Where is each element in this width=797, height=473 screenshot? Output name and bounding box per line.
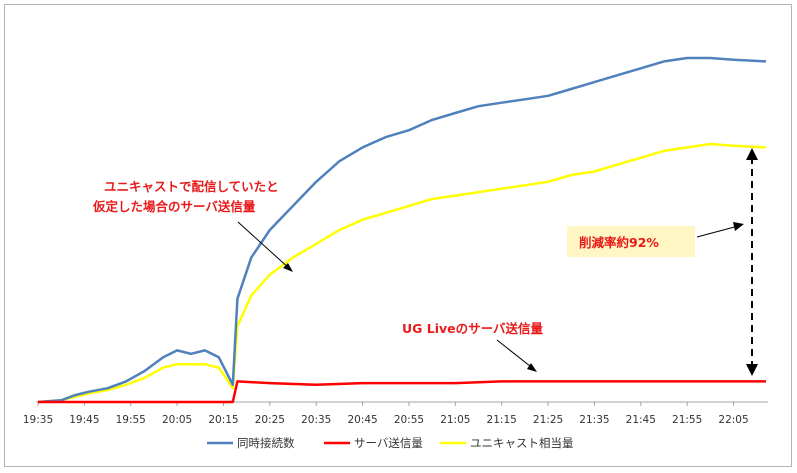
series-line-unicast xyxy=(37,142,767,404)
x-axis-ticks: 19:35 19:45 19:55 20:05 20:15 20:25 20:35 20:45… xyxy=(23,402,749,426)
x-tick-label: 20:55 xyxy=(394,414,424,426)
reduction-pointer-arrowhead-icon xyxy=(733,222,744,231)
unicast-annotation-arrow xyxy=(237,221,292,271)
series-layer xyxy=(37,56,767,404)
reduction-callout-label: 削減率約92% xyxy=(579,235,659,250)
x-tick-label: 21:05 xyxy=(440,414,470,426)
unicast-arrowhead-icon xyxy=(283,263,293,272)
legend-label-concurrent: 同時接続数 xyxy=(237,436,295,450)
x-tick-label: 19:35 xyxy=(23,414,53,426)
legend: 同時接続数 サーバ送信量 ユニキャスト相当量 xyxy=(207,436,574,450)
unicast-annotation-line2: 仮定した場合のサーバ送信量 xyxy=(92,199,256,214)
legend-label-unicast: ユニキャスト相当量 xyxy=(470,436,574,450)
x-tick-label: 19:45 xyxy=(69,414,99,426)
x-tick-label: 20:15 xyxy=(208,414,238,426)
unicast-annotation-line1: ユニキャストで配信していたと xyxy=(104,179,279,194)
uglive-annotation-arrow xyxy=(496,339,536,371)
x-tick-label: 21:45 xyxy=(626,414,656,426)
x-tick-label: 20:45 xyxy=(347,414,377,426)
legend-label-server: サーバ送信量 xyxy=(354,436,423,450)
x-tick-label: 21:15 xyxy=(487,414,517,426)
series-line-server xyxy=(38,380,766,404)
x-tick-label: 19:55 xyxy=(116,414,146,426)
x-tick-label: 21:35 xyxy=(579,414,609,426)
x-tick-label: 22:05 xyxy=(718,414,748,426)
x-tick-label: 21:25 xyxy=(533,414,563,426)
reduction-callout-box xyxy=(567,226,695,257)
x-tick-label: 20:25 xyxy=(255,414,285,426)
uglive-arrowhead-icon xyxy=(527,363,537,372)
uglive-annotation-label: UG Liveのサーバ送信量 xyxy=(402,321,544,336)
x-tick-label: 20:35 xyxy=(301,414,331,426)
dashed-arrow-bottom-head-icon xyxy=(746,364,758,376)
x-tick-label: 21:55 xyxy=(672,414,702,426)
x-tick-label: 20:05 xyxy=(162,414,192,426)
dashed-arrow-top-head-icon xyxy=(746,148,758,160)
series-line-concurrent xyxy=(37,56,767,404)
